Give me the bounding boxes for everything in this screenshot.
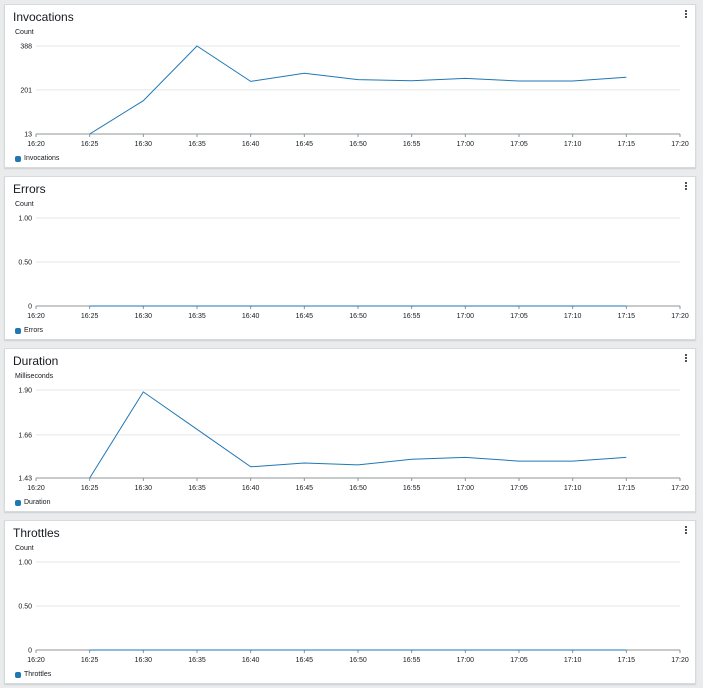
x-tick-label: 17:05 [510, 141, 528, 148]
x-tick-label: 17:10 [564, 657, 582, 664]
kebab-menu-icon[interactable] [682, 181, 690, 193]
duration-chart: 1.43 1.66 1.90 16:20 16:25 16:30 16:35 16:40 16:… [18, 388, 689, 493]
x-tick-label: 17:20 [671, 657, 689, 664]
y-tick-label: 1.00 [18, 216, 32, 223]
panel-title: Errors [13, 182, 46, 196]
y-tick-label: 1.00 [18, 560, 32, 567]
x-tick-label: 16:20 [27, 313, 45, 320]
series-line [89, 45, 627, 135]
legend-label: Duration [24, 499, 51, 506]
y-tick-label: 201 [20, 87, 32, 94]
x-tick-label: 17:10 [564, 141, 582, 148]
x-tick-label: 16:30 [135, 313, 153, 320]
y-tick-label: 0.50 [18, 604, 32, 611]
x-tick-label: 16:45 [296, 485, 314, 492]
legend-item[interactable]: Errors [15, 327, 43, 334]
errors-panel: Errors Count 0 0.50 1.00 16:20 16:25 16:30 16:… [4, 176, 696, 340]
x-tick-label: 17:20 [671, 141, 689, 148]
legend-label: Invocations [24, 155, 60, 162]
x-tick-label: 16:45 [296, 141, 314, 148]
x-tick-label: 16:35 [188, 141, 206, 148]
legend-item[interactable]: Duration [15, 499, 50, 506]
x-tick-label: 16:35 [188, 485, 206, 492]
x-tick-label: 16:50 [349, 657, 367, 664]
x-tick-label: 16:40 [242, 485, 260, 492]
legend-label: Throttles [24, 671, 52, 678]
unit-label: Count [15, 29, 34, 36]
x-tick-label: 16:45 [296, 313, 314, 320]
x-tick-label: 17:15 [618, 485, 636, 492]
x-tick-label: 17:15 [618, 141, 636, 148]
legend-item[interactable]: Invocations [15, 155, 59, 162]
x-tick-label: 17:15 [618, 313, 636, 320]
x-tick-label: 16:40 [242, 141, 260, 148]
x-tick-label: 16:50 [349, 485, 367, 492]
legend-label: Errors [24, 327, 44, 334]
x-tick-label: 16:40 [242, 657, 260, 664]
invocations-panel: Invocations Count 13 201 388 16:20 16:25 16:3… [4, 4, 696, 168]
y-tick-label: 0 [28, 648, 32, 655]
throttles-chart: 0 0.50 1.00 16:20 16:25 16:30 16:35 16:40 16:45 1… [18, 560, 689, 665]
y-tick-label: 1.43 [18, 476, 32, 483]
x-tick-label: 16:25 [81, 141, 99, 148]
legend-swatch [15, 499, 21, 506]
series-line [89, 391, 627, 479]
x-tick-label: 16:20 [27, 485, 45, 492]
legend-swatch [15, 155, 21, 162]
y-tick-label: 13 [24, 132, 32, 139]
x-tick-label: 17:20 [671, 485, 689, 492]
x-tick-label: 17:05 [510, 485, 528, 492]
x-tick-label: 16:55 [403, 313, 421, 320]
x-tick-label: 17:10 [564, 485, 582, 492]
x-tick-label: 16:30 [135, 485, 153, 492]
x-tick-label: 16:55 [403, 141, 421, 148]
x-tick-label: 16:45 [296, 657, 314, 664]
x-tick-label: 16:55 [403, 485, 421, 492]
y-tick-label: 1.90 [18, 388, 32, 395]
y-tick-label: 1.66 [18, 432, 32, 439]
x-tick-label: 17:10 [564, 313, 582, 320]
panel-title: Duration [13, 354, 59, 368]
x-tick-label: 17:00 [457, 657, 475, 664]
x-tick-label: 16:40 [242, 313, 260, 320]
legend-item[interactable]: Throttles [15, 671, 51, 678]
unit-label: Count [15, 545, 34, 552]
x-tick-label: 17:05 [510, 313, 528, 320]
x-tick-label: 16:20 [27, 141, 45, 148]
legend-swatch [15, 671, 21, 678]
x-tick-label: 16:55 [403, 657, 421, 664]
x-tick-label: 17:15 [618, 657, 636, 664]
x-tick-label: 16:50 [349, 141, 367, 148]
unit-label: Milliseconds [15, 373, 54, 380]
kebab-menu-icon[interactable] [682, 9, 690, 21]
x-tick-label: 16:50 [349, 313, 367, 320]
errors-chart: 0 0.50 1.00 16:20 16:25 16:30 16:35 16:40 16:45 1… [18, 216, 689, 321]
y-tick-label: 0.50 [18, 260, 32, 267]
x-tick-label: 16:20 [27, 657, 45, 664]
legend-swatch [15, 327, 21, 334]
panel-title: Invocations [13, 10, 74, 24]
invocations-chart: 13 201 388 16:20 16:25 16:30 16:35 16:40 16:45 16… [20, 44, 689, 149]
x-tick-label: 17:00 [457, 485, 475, 492]
panel-title: Throttles [13, 526, 60, 540]
y-tick-label: 0 [28, 304, 32, 311]
y-tick-label: 388 [20, 44, 32, 51]
throttles-panel: Throttles Count 0 0.50 1.00 16:20 16:25 16:30… [4, 520, 696, 684]
duration-panel: Duration Milliseconds 1.43 1.66 1.90 16:20 1… [4, 348, 696, 512]
unit-label: Count [15, 201, 34, 208]
x-tick-label: 16:25 [81, 485, 99, 492]
x-tick-label: 17:00 [457, 141, 475, 148]
x-tick-label: 17:00 [457, 313, 475, 320]
x-tick-label: 16:35 [188, 657, 206, 664]
x-tick-label: 17:20 [671, 313, 689, 320]
x-tick-label: 16:35 [188, 313, 206, 320]
x-tick-label: 16:25 [81, 657, 99, 664]
kebab-menu-icon[interactable] [682, 353, 690, 365]
x-tick-label: 16:30 [135, 141, 153, 148]
x-tick-label: 16:25 [81, 313, 99, 320]
x-tick-label: 16:30 [135, 657, 153, 664]
kebab-menu-icon[interactable] [682, 525, 690, 537]
x-tick-label: 17:05 [510, 657, 528, 664]
